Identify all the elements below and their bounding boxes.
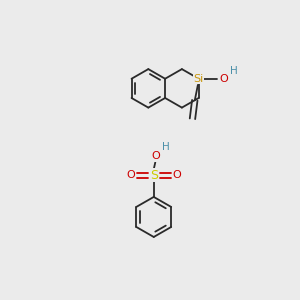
Text: O: O	[172, 170, 182, 180]
Text: H: H	[230, 66, 238, 76]
Text: O: O	[126, 170, 135, 180]
Text: O: O	[151, 151, 160, 161]
Text: S: S	[150, 169, 158, 182]
Text: Si: Si	[194, 74, 204, 84]
Text: H: H	[162, 142, 170, 152]
Text: O: O	[219, 74, 228, 84]
